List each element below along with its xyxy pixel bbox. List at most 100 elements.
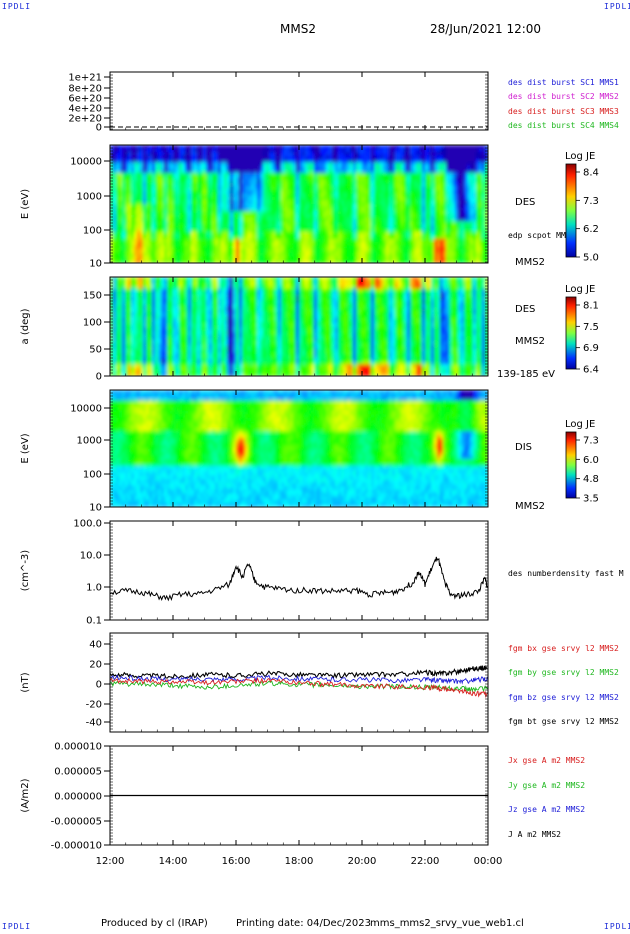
des_energy-colorbar-tick: 8.4 xyxy=(583,168,599,179)
density-ylabel: (cm^-3) xyxy=(20,550,31,591)
des_energy-ytick-label: 1000 xyxy=(77,192,102,203)
des_pitch-colorbar-title: Log JE xyxy=(565,284,595,295)
current-ytick-label: 0.000010 xyxy=(54,742,102,753)
dis_energy-colorbar-tick: 7.3 xyxy=(583,436,599,447)
des_energy-ytick-label: 100 xyxy=(83,226,102,237)
dis_energy-right-label: MMS2 xyxy=(515,501,545,512)
dis_energy-colorbar-title: Log JE xyxy=(565,419,595,430)
current-legend-entry: J A m2 MMS2 xyxy=(508,830,561,839)
fgm-series-line-3 xyxy=(110,664,488,680)
fgm-ytick-label: -20 xyxy=(86,700,102,711)
corner-label-top-left: IPDLI xyxy=(2,2,32,11)
des_energy-right-label: edp scpot MMS2 xyxy=(508,231,576,240)
des_energy-ytick-label: 10000 xyxy=(70,157,102,168)
footer-printing-date: Printing date: 04/Dec/2023 xyxy=(236,918,372,929)
des_pitch-ytick-label: 100 xyxy=(83,318,102,329)
fgm-ylabel: (nT) xyxy=(20,672,31,692)
des_pitch-ytick-label: 50 xyxy=(89,345,102,356)
burst-ytick-label: 4e+20 xyxy=(68,104,102,115)
des_energy-right-label: MMS2 xyxy=(515,257,545,268)
fgm-series-line-2 xyxy=(110,674,488,685)
des_pitch-right-label: 139-185 eV xyxy=(497,369,555,380)
des_energy-ylabel: E (eV) xyxy=(20,189,31,219)
des_pitch-right-label: DES xyxy=(515,304,535,315)
current-ytick-label: 0.000005 xyxy=(54,767,102,778)
dis_energy-ytick-label: 10 xyxy=(89,503,102,514)
footer-filename: mms_mms2_srvy_vue_web1.cl xyxy=(370,918,524,929)
fgm-series-line-1 xyxy=(110,680,488,693)
header-spacecraft: MMS2 xyxy=(280,22,316,36)
dis_energy-ytick-label: 1000 xyxy=(77,436,102,447)
des_pitch-right-label: MMS2 xyxy=(515,336,545,347)
density-ytick-label: 10.0 xyxy=(80,551,102,562)
current-ytick-label: -0.000005 xyxy=(51,817,102,828)
des_pitch-ytick-label: 150 xyxy=(83,291,102,302)
x-tick-label: 00:00 xyxy=(474,856,503,867)
burst-ytick-label: 8e+20 xyxy=(68,84,102,95)
dis_energy-ytick-label: 100 xyxy=(83,470,102,481)
x-tick-label: 22:00 xyxy=(411,856,440,867)
density-ytick-label: 1.0 xyxy=(86,583,102,594)
current-legend-entry: Jz gse A m2 MMS2 xyxy=(508,805,585,814)
density-ytick-label: 0.1 xyxy=(86,616,102,627)
dis_energy-colorbar xyxy=(565,431,577,499)
current-ytick-label: -0.000010 xyxy=(51,841,102,852)
x-tick-label: 12:00 xyxy=(96,856,125,867)
corner-label-top-right: IPDLI xyxy=(604,2,630,11)
des_pitch-colorbar-tick: 7.5 xyxy=(583,322,599,333)
des_energy-colorbar-tick: 5.0 xyxy=(583,253,599,264)
des_pitch-ytick-label: 0 xyxy=(96,372,102,383)
header-datetime: 28/Jun/2021 12:00 xyxy=(430,22,542,36)
dis_energy-heatmap xyxy=(110,390,488,507)
burst-legend-entry: des dist burst SC1 MMS1 xyxy=(508,78,619,87)
current-legend-entry: Jx gse A m2 MMS2 xyxy=(508,756,585,765)
des_energy-right-label: DES xyxy=(515,197,535,208)
fgm-legend-entry: fgm by gse srvy l2 MMS2 xyxy=(508,668,619,677)
fgm-ytick-label: 0 xyxy=(96,680,102,691)
density-ytick-label: 100.0 xyxy=(73,519,102,530)
des_pitch-heatmap xyxy=(110,277,488,376)
current-ylabel: (A/m2) xyxy=(20,778,31,812)
des_pitch-colorbar-tick: 6.4 xyxy=(583,365,599,376)
des_energy-ytick-label: 10 xyxy=(89,259,102,270)
current-legend-entry: Jy gse A m2 MMS2 xyxy=(508,781,585,790)
corner-label-bottom-left: IPDLI xyxy=(2,922,32,931)
burst-legend-entry: des dist burst SC4 MMS4 xyxy=(508,121,619,130)
des_energy-colorbar xyxy=(565,163,577,258)
des_energy-colorbar-title: Log JE xyxy=(565,151,595,162)
dis_energy-ylabel: E (eV) xyxy=(20,433,31,463)
des_pitch-ylabel: a (deg) xyxy=(20,308,31,344)
fgm-legend-entry: fgm bz gse srvy l2 MMS2 xyxy=(508,693,619,702)
dis_energy-colorbar-tick: 6.0 xyxy=(583,455,599,466)
burst-ytick-label: 2e+20 xyxy=(68,114,102,125)
current-ytick-label: 0.000000 xyxy=(54,792,102,803)
dis_energy-right-label: DIS xyxy=(515,442,532,453)
x-tick-label: 20:00 xyxy=(348,856,377,867)
des_pitch-colorbar xyxy=(565,296,577,370)
des_energy-colorbar-tick: 6.2 xyxy=(583,224,599,235)
footer-produced-by: Produced by cl (IRAP) xyxy=(101,918,208,929)
des_pitch-colorbar-tick: 6.9 xyxy=(583,343,599,354)
burst-legend-entry: des dist burst SC3 MMS3 xyxy=(508,107,619,116)
x-tick-label: 18:00 xyxy=(285,856,314,867)
x-tick-label: 14:00 xyxy=(159,856,188,867)
density-legend-entry: des numberdensity fast M xyxy=(508,569,624,578)
fgm-ytick-label: 40 xyxy=(89,640,102,651)
corner-label-bottom-right: IPDLI xyxy=(604,922,630,931)
density-series-line xyxy=(110,556,488,602)
fgm-ytick-label: 20 xyxy=(89,660,102,671)
dis_energy-ytick-label: 10000 xyxy=(70,404,102,415)
burst-ytick-label: 1e+21 xyxy=(68,73,102,84)
burst-ytick-label: 0 xyxy=(96,123,102,134)
fgm-ytick-label: -40 xyxy=(86,718,102,729)
dis_energy-colorbar-tick: 3.5 xyxy=(583,494,599,505)
fgm-legend-entry: fgm bx gse srvy l2 MMS2 xyxy=(508,644,619,653)
dis_energy-colorbar-tick: 4.8 xyxy=(583,474,599,485)
x-tick-label: 16:00 xyxy=(222,856,251,867)
burst-frame xyxy=(109,71,489,131)
des_pitch-colorbar-tick: 8.1 xyxy=(583,301,599,312)
burst-legend-entry: des dist burst SC2 MMS2 xyxy=(508,92,619,101)
des_energy-colorbar-tick: 7.3 xyxy=(583,196,599,207)
burst-ytick-label: 6e+20 xyxy=(68,94,102,105)
